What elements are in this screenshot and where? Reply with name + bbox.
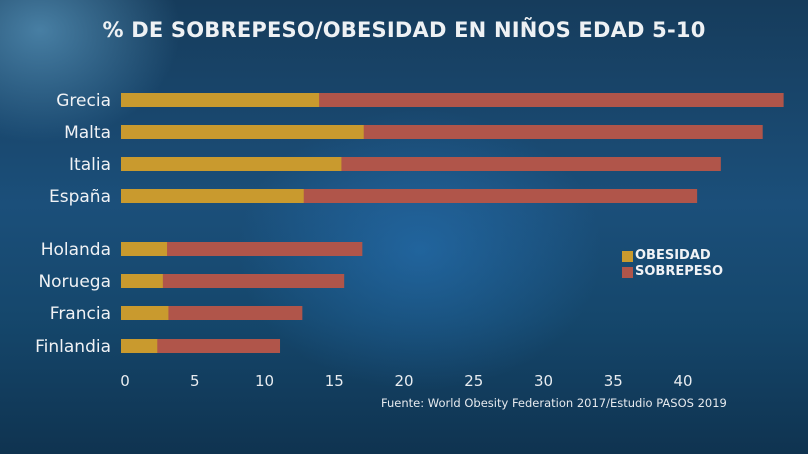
x-tick-20: 20 (394, 372, 413, 390)
legend-swatch-obesidad (622, 250, 633, 262)
legend-label-sobrepeso: SOBREPESO (635, 264, 724, 279)
bar-obesidad-holanda (121, 242, 168, 256)
legend-item-obesidad: OBESIDAD (622, 248, 723, 264)
category-label-finlandia: Finlandia (35, 337, 111, 357)
bar-sobrepeso-noruega (121, 274, 345, 288)
bar-obesidad-italia (121, 157, 342, 171)
source-note: Fuente: World Obesity Federation 2017/Es… (381, 396, 727, 410)
category-label-malta: Malta (64, 123, 111, 143)
legend-swatch-sobrepeso (622, 266, 633, 278)
legend-label-obesidad: OBESIDAD (635, 248, 711, 263)
x-tick-5: 5 (190, 372, 200, 390)
bar-sobrepeso-finlandia (121, 339, 281, 353)
bar-obesidad-malta (121, 125, 364, 139)
bar-obesidad-noruega (121, 274, 163, 288)
category-label-holanda: Holanda (41, 240, 111, 260)
x-tick-25: 25 (464, 372, 483, 390)
x-tick-35: 35 (604, 372, 623, 390)
bar-obesidad-grecia (121, 93, 320, 107)
legend-item-sobrepeso: SOBREPESO (622, 264, 723, 280)
x-tick-15: 15 (325, 372, 344, 390)
category-label-grecia: Grecia (56, 91, 111, 111)
bar-obesidad-francia (121, 306, 169, 320)
category-label-noruega: Noruega (38, 272, 111, 292)
x-tick-40: 40 (673, 372, 692, 390)
chart-title: % DE SOBREPESO/OBESIDAD EN NIÑOS EDAD 5-… (102, 18, 706, 42)
x-tick-30: 30 (534, 372, 553, 390)
bar-obesidad-finlandia (121, 339, 158, 353)
bar-obesidad-espana (121, 189, 304, 203)
x-tick-10: 10 (255, 372, 274, 390)
category-label-espana: España (49, 187, 111, 207)
category-label-francia: Francia (50, 304, 111, 324)
category-label-italia: Italia (69, 155, 111, 175)
legend: OBESIDAD SOBREPESO (622, 248, 723, 280)
x-tick-0: 0 (120, 372, 130, 390)
bar-sobrepeso-holanda (121, 242, 363, 256)
